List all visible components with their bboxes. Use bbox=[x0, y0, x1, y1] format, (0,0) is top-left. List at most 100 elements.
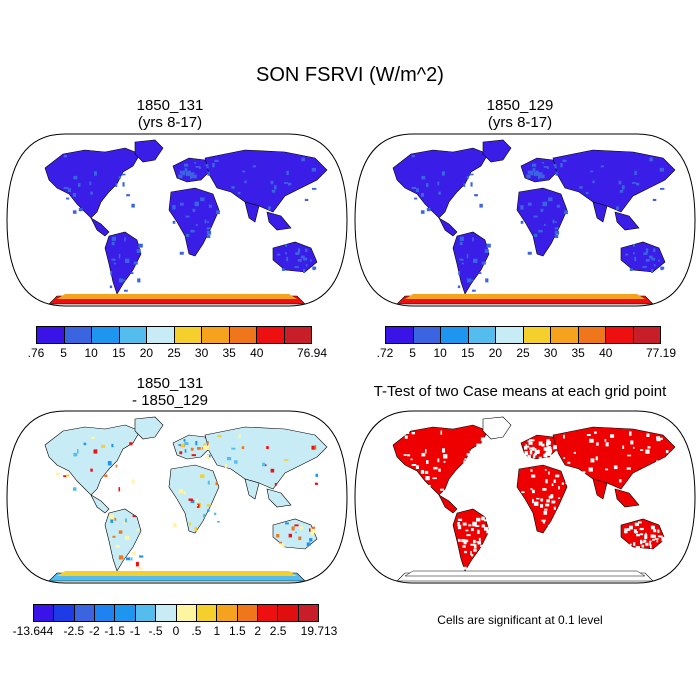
colorbar-tick-label: 20 bbox=[488, 346, 503, 360]
grid-cell bbox=[466, 534, 471, 537]
grid-cell bbox=[590, 170, 594, 173]
continent-europe bbox=[172, 434, 212, 460]
colorbar-1850-131 bbox=[36, 326, 312, 344]
grid-cell bbox=[541, 174, 545, 179]
grid-cell bbox=[547, 446, 552, 451]
grid-cell bbox=[179, 170, 185, 174]
colorbar-box bbox=[551, 327, 579, 343]
grid-cell bbox=[642, 266, 647, 268]
grid-cell bbox=[658, 259, 660, 262]
grid-cell bbox=[462, 522, 467, 526]
grid-cell bbox=[133, 261, 138, 265]
colorbar-box bbox=[64, 327, 92, 343]
grid-cell bbox=[542, 162, 544, 164]
grid-cell bbox=[529, 439, 533, 442]
grid-cell bbox=[473, 539, 476, 544]
grid-cell bbox=[551, 500, 556, 504]
grid-cell bbox=[477, 476, 482, 481]
grid-cell bbox=[527, 445, 530, 448]
grid-cell bbox=[405, 429, 410, 434]
colorbar-tick-label: 25 bbox=[516, 346, 530, 360]
grid-cell bbox=[139, 555, 144, 558]
grid-cell bbox=[542, 488, 547, 491]
colorbar-box bbox=[147, 327, 175, 343]
colorbar-1850-129-labels: .72 5 10 15 20 25 30 35 40 77.19 bbox=[377, 346, 676, 362]
grid-cell bbox=[633, 244, 635, 247]
grid-cell bbox=[634, 256, 637, 262]
colorbar-box bbox=[606, 327, 634, 343]
grid-cell bbox=[660, 266, 663, 270]
colorbar-box bbox=[119, 327, 147, 343]
grid-cell bbox=[118, 530, 123, 534]
grid-cell bbox=[656, 439, 661, 442]
grid-cell bbox=[110, 519, 114, 523]
grid-cell bbox=[237, 191, 241, 195]
grid-cell bbox=[532, 454, 536, 459]
grid-cell bbox=[190, 229, 195, 233]
grid-cell bbox=[185, 215, 190, 218]
grid-cell bbox=[622, 445, 625, 449]
grid-cell bbox=[463, 183, 466, 187]
grid-cell bbox=[633, 542, 636, 546]
grid-cell bbox=[522, 508, 527, 510]
grid-cell bbox=[661, 545, 664, 547]
grid-cell bbox=[476, 517, 481, 522]
colorbar-box bbox=[578, 327, 606, 343]
colorbar-tick-label: 77.19 bbox=[645, 346, 677, 360]
colorbar-tick-label: 5 bbox=[60, 346, 67, 360]
grid-cell bbox=[421, 175, 426, 180]
grid-cell bbox=[207, 480, 210, 485]
grid-cell bbox=[67, 188, 71, 192]
grid-cell bbox=[314, 482, 318, 485]
grid-cell bbox=[72, 193, 76, 197]
grid-cell bbox=[93, 449, 98, 454]
grid-cell bbox=[485, 278, 489, 283]
grid-cell bbox=[573, 451, 576, 454]
grid-cell bbox=[554, 515, 557, 518]
grid-cell bbox=[634, 170, 637, 175]
grid-cell bbox=[199, 166, 201, 169]
grid-cell bbox=[469, 279, 474, 282]
grid-cell bbox=[113, 262, 116, 265]
grid-cell bbox=[310, 528, 314, 532]
grid-cell bbox=[462, 545, 466, 548]
grid-cell bbox=[212, 163, 215, 168]
world-map-difference bbox=[6, 410, 348, 584]
grid-cell bbox=[526, 174, 531, 179]
grid-cell bbox=[63, 475, 67, 478]
colorbar-box bbox=[37, 327, 65, 343]
grid-cell bbox=[654, 538, 659, 540]
grid-cell bbox=[208, 204, 212, 208]
grid-cell bbox=[124, 237, 126, 242]
grid-cell bbox=[226, 457, 232, 461]
grid-cell bbox=[629, 525, 633, 530]
grid-cell bbox=[304, 198, 309, 201]
grid-cell bbox=[645, 449, 650, 454]
continent-seAsia bbox=[614, 211, 640, 231]
grid-cell bbox=[469, 173, 474, 176]
grid-cell bbox=[626, 467, 631, 470]
continent-seAsia bbox=[266, 211, 292, 231]
grid-cell bbox=[619, 189, 624, 193]
grid-cell bbox=[651, 257, 656, 261]
grid-cell bbox=[124, 289, 128, 292]
grid-cell bbox=[189, 522, 191, 526]
grid-cell bbox=[463, 540, 467, 545]
grid-cell bbox=[629, 431, 632, 436]
grid-cell bbox=[585, 191, 589, 195]
colorbar-tick-label: -.5 bbox=[148, 624, 163, 638]
grid-cell bbox=[443, 460, 446, 463]
grid-cell bbox=[443, 454, 448, 459]
grid-cell bbox=[547, 451, 552, 456]
grid-cell bbox=[138, 566, 143, 570]
grid-cell bbox=[486, 529, 491, 534]
grid-cell bbox=[313, 530, 316, 534]
grid-cell bbox=[126, 557, 130, 561]
grid-cell bbox=[130, 557, 133, 561]
grid-cell bbox=[440, 430, 443, 435]
grid-cell bbox=[631, 182, 637, 184]
grid-cell bbox=[484, 519, 487, 522]
grid-cell bbox=[525, 444, 528, 446]
grid-cell bbox=[288, 533, 292, 538]
colorbar-box bbox=[441, 327, 469, 343]
